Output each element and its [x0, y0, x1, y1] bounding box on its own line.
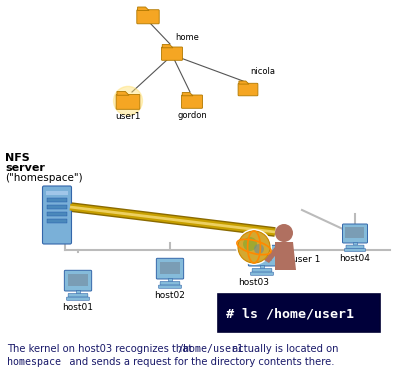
Polygon shape — [137, 7, 148, 11]
Bar — [259, 265, 263, 269]
FancyBboxPatch shape — [68, 294, 88, 297]
Bar — [76, 290, 80, 294]
FancyBboxPatch shape — [342, 224, 366, 243]
Bar — [251, 249, 272, 261]
Text: user1: user1 — [115, 112, 140, 121]
Bar — [352, 242, 356, 246]
FancyBboxPatch shape — [161, 47, 182, 60]
Text: gordon: gordon — [177, 111, 207, 120]
Text: nicola: nicola — [249, 67, 274, 76]
FancyBboxPatch shape — [250, 272, 273, 275]
FancyBboxPatch shape — [252, 269, 271, 272]
Text: NFS: NFS — [5, 153, 30, 163]
FancyBboxPatch shape — [238, 83, 257, 96]
Circle shape — [243, 237, 256, 251]
FancyBboxPatch shape — [344, 249, 364, 251]
Bar — [47, 197, 67, 201]
FancyBboxPatch shape — [158, 285, 181, 288]
Circle shape — [236, 229, 271, 265]
Text: ("homespace"): ("homespace") — [5, 173, 83, 183]
Text: and sends a request for the directory contents there.: and sends a request for the directory co… — [60, 357, 334, 367]
FancyBboxPatch shape — [345, 245, 363, 249]
FancyBboxPatch shape — [64, 270, 92, 291]
FancyBboxPatch shape — [248, 245, 275, 266]
Polygon shape — [182, 93, 193, 96]
Polygon shape — [263, 247, 279, 263]
Circle shape — [254, 244, 263, 254]
FancyBboxPatch shape — [160, 282, 180, 285]
Bar — [46, 190, 68, 194]
FancyBboxPatch shape — [156, 258, 183, 279]
Bar — [159, 262, 180, 274]
Text: host03: host03 — [238, 278, 269, 287]
FancyBboxPatch shape — [137, 10, 159, 24]
Text: # ls /home/user1: # ls /home/user1 — [225, 307, 353, 321]
Circle shape — [113, 86, 142, 115]
Circle shape — [274, 224, 292, 242]
FancyBboxPatch shape — [43, 186, 71, 244]
Text: host04: host04 — [339, 254, 370, 263]
FancyBboxPatch shape — [66, 297, 89, 300]
Text: The kernel on host03 recognizes that: The kernel on host03 recognizes that — [7, 344, 195, 354]
Text: homespace: homespace — [7, 357, 61, 367]
Bar — [345, 227, 364, 239]
Circle shape — [237, 231, 270, 263]
FancyBboxPatch shape — [218, 294, 379, 332]
Text: actually is located on: actually is located on — [229, 344, 338, 354]
FancyBboxPatch shape — [116, 95, 139, 109]
Polygon shape — [274, 242, 295, 270]
Text: server: server — [5, 163, 45, 173]
Text: /home/user1: /home/user1 — [178, 344, 243, 354]
Bar — [67, 273, 88, 286]
Bar — [168, 278, 171, 282]
FancyBboxPatch shape — [181, 95, 202, 108]
Bar — [47, 212, 67, 215]
Text: user 1: user 1 — [291, 255, 319, 264]
Polygon shape — [162, 45, 173, 48]
Text: host01: host01 — [62, 303, 93, 312]
Polygon shape — [238, 81, 248, 84]
Bar — [47, 204, 67, 208]
Polygon shape — [117, 91, 129, 95]
Bar — [47, 219, 67, 222]
Text: home: home — [175, 33, 198, 42]
Text: host02: host02 — [154, 291, 185, 300]
